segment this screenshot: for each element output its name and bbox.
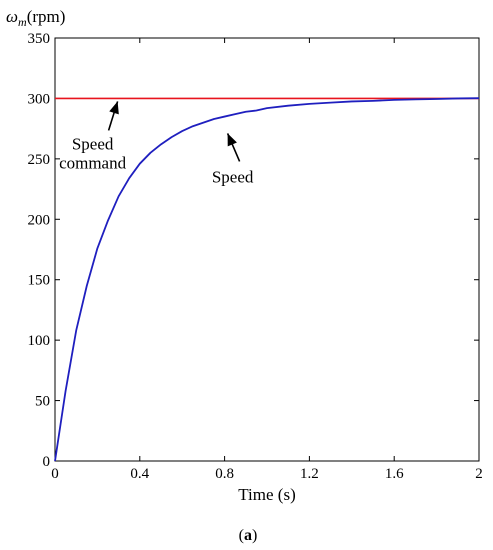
plot-frame [54, 37, 480, 462]
y-axis-unit: (rpm) [27, 7, 66, 26]
speed-command-label-line: command [59, 153, 127, 172]
caption-letter: a [244, 527, 252, 544]
y-tick-label: 150 [28, 273, 51, 289]
x-tick-label: 1.2 [300, 466, 319, 482]
speed-arrow-head [227, 133, 237, 147]
y-tick-label: 300 [28, 91, 51, 107]
speed-arrow [226, 133, 241, 162]
caption-open: ( [239, 527, 244, 544]
y-tick-label: 200 [28, 212, 51, 228]
x-tick-label: 0.8 [215, 466, 234, 482]
speed-command-label: Speed command [59, 134, 127, 172]
speed-label: Speed [212, 167, 254, 186]
speed-command-arrow [107, 101, 119, 131]
y-tick-label: 250 [28, 152, 51, 168]
speed-command-label-line: Speed [72, 134, 114, 153]
y-tick-label: 350 [28, 31, 51, 47]
x-tick-label: 1.6 [385, 466, 404, 482]
y-axis-symbol: ω [6, 7, 18, 26]
y-axis-title: ωm(rpm) [6, 7, 65, 29]
speed-command-arrow-head [109, 101, 119, 115]
figure-caption: (a) [239, 527, 258, 544]
x-axis-title: Time (s) [238, 485, 295, 504]
series-line-speed [54, 97, 480, 462]
x-tick-label: 0.4 [130, 466, 149, 482]
x-tick-label: 2 [475, 466, 483, 482]
caption-close: ) [252, 527, 257, 544]
y-tick-label: 50 [35, 394, 50, 410]
x-tick-label: 0 [51, 466, 59, 482]
y-tick-label: 100 [28, 333, 51, 349]
series-layer [54, 97, 480, 462]
plot-area: 0 0.4 0.8 1.2 1.6 2 0 50 100 150 200 250 300 350 [28, 31, 483, 482]
y-tick-label: 0 [43, 454, 51, 470]
y-axis-subscript: m [18, 15, 27, 29]
